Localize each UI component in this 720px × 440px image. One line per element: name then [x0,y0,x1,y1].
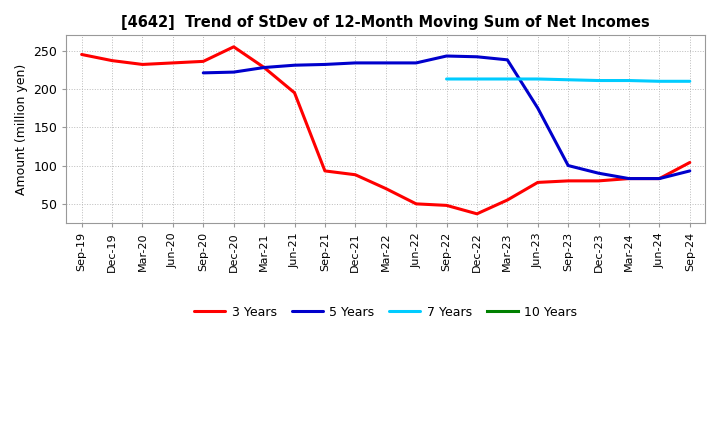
3 Years [594,178,603,183]
3 Years [168,60,177,66]
5 Years [320,62,329,67]
7 Years [503,77,512,82]
3 Years [77,52,86,57]
5 Years [564,163,572,168]
3 Years [534,180,542,185]
3 Years [564,178,572,183]
7 Years [594,78,603,83]
3 Years [472,211,481,216]
7 Years [442,77,451,82]
7 Years [685,79,694,84]
5 Years [594,171,603,176]
5 Years [382,60,390,66]
5 Years [412,60,420,66]
7 Years [534,77,542,82]
7 Years [625,78,634,83]
5 Years [290,62,299,68]
3 Years [685,160,694,165]
3 Years [351,172,360,177]
5 Years [534,106,542,111]
3 Years [412,201,420,206]
Y-axis label: Amount (million yen): Amount (million yen) [15,63,28,195]
3 Years [260,65,269,70]
Line: 5 Years: 5 Years [203,56,690,179]
3 Years [503,198,512,203]
5 Years [655,176,664,181]
5 Years [260,65,269,70]
7 Years [655,79,664,84]
5 Years [685,168,694,173]
Legend: 3 Years, 5 Years, 7 Years, 10 Years: 3 Years, 5 Years, 7 Years, 10 Years [189,301,582,323]
3 Years [320,168,329,173]
3 Years [655,176,664,181]
3 Years [625,176,634,181]
3 Years [442,203,451,208]
5 Years [625,176,634,181]
Line: 7 Years: 7 Years [446,79,690,81]
3 Years [230,44,238,49]
7 Years [564,77,572,82]
5 Years [503,57,512,62]
Line: 3 Years: 3 Years [81,47,690,214]
Title: [4642]  Trend of StDev of 12-Month Moving Sum of Net Incomes: [4642] Trend of StDev of 12-Month Moving… [122,15,650,30]
3 Years [290,90,299,95]
3 Years [382,186,390,191]
5 Years [351,60,360,66]
5 Years [442,53,451,59]
3 Years [138,62,147,67]
7 Years [472,77,481,82]
5 Years [230,70,238,75]
3 Years [199,59,207,64]
5 Years [472,54,481,59]
3 Years [108,58,117,63]
5 Years [199,70,207,76]
